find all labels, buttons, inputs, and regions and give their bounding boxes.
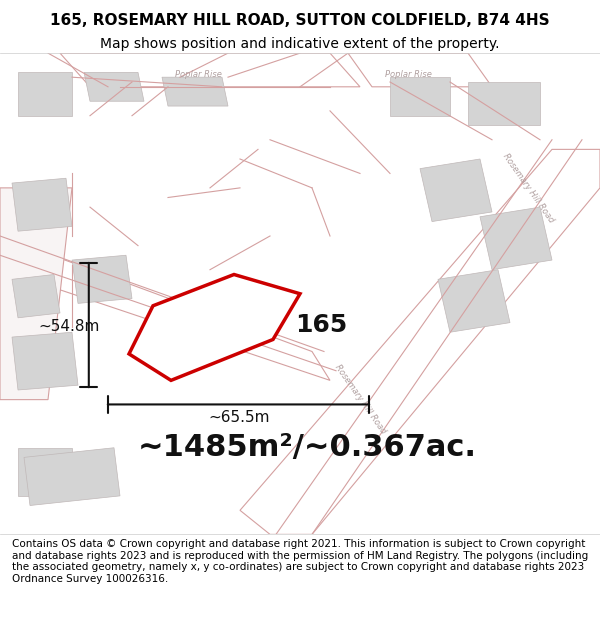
Text: 165, ROSEMARY HILL ROAD, SUTTON COLDFIELD, B74 4HS: 165, ROSEMARY HILL ROAD, SUTTON COLDFIEL… [50, 13, 550, 28]
Polygon shape [12, 274, 60, 318]
Text: 165: 165 [295, 313, 347, 337]
Text: Rosemary Nook: Rosemary Nook [148, 307, 212, 338]
Polygon shape [468, 82, 540, 125]
Text: Contains OS data © Crown copyright and database right 2021. This information is : Contains OS data © Crown copyright and d… [12, 539, 588, 584]
Polygon shape [84, 72, 144, 101]
Text: ~54.8m: ~54.8m [38, 319, 100, 334]
Polygon shape [129, 274, 300, 381]
Polygon shape [18, 448, 72, 496]
Polygon shape [420, 159, 492, 221]
Polygon shape [390, 77, 450, 116]
Polygon shape [240, 149, 600, 534]
Text: Rosemary Hill Road: Rosemary Hill Road [500, 151, 556, 224]
Text: Poplar Rise: Poplar Rise [175, 70, 221, 79]
Text: Poplar Rise: Poplar Rise [385, 70, 431, 79]
Text: Map shows position and indicative extent of the property.: Map shows position and indicative extent… [100, 38, 500, 51]
Text: ~1485m²/~0.367ac.: ~1485m²/~0.367ac. [138, 433, 477, 462]
Text: ~65.5m: ~65.5m [208, 411, 269, 426]
Polygon shape [12, 178, 72, 231]
Polygon shape [60, 53, 360, 87]
Polygon shape [72, 255, 132, 303]
Polygon shape [480, 207, 552, 270]
Polygon shape [24, 448, 120, 506]
Polygon shape [0, 236, 330, 381]
Text: Rosemary Hill Road: Rosemary Hill Road [332, 363, 388, 436]
Polygon shape [162, 77, 228, 106]
Polygon shape [0, 188, 72, 399]
Polygon shape [18, 72, 72, 116]
Polygon shape [348, 53, 492, 87]
Polygon shape [438, 270, 510, 332]
Polygon shape [12, 332, 78, 390]
